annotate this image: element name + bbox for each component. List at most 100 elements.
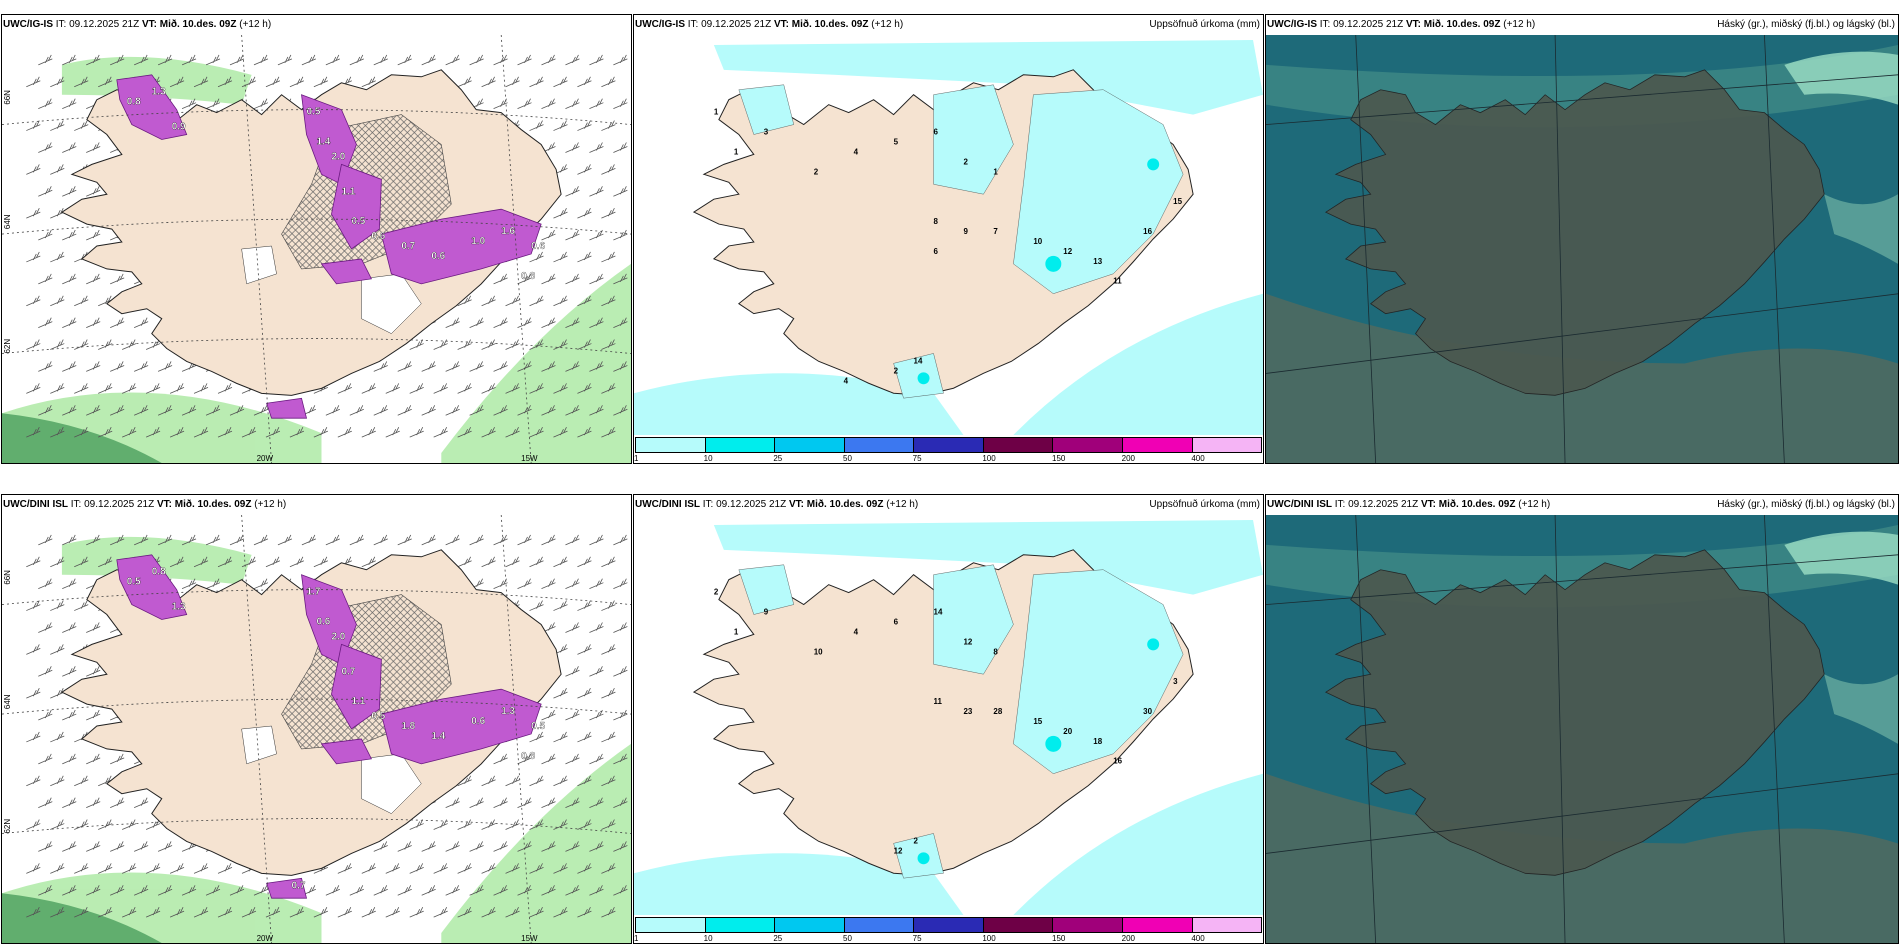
colorbar: 1 10 25 50 75 100 150 200 400 [634,915,1263,943]
colorbar-ticks: 1 10 25 50 75 100 150 200 400 [634,454,1262,463]
precip-value-label: 3 [764,128,769,137]
precip-value-label: 14 [934,608,943,617]
cloud-layers [1266,44,1898,463]
init-time: IT: 09.12.2025 21Z [1334,499,1419,510]
colorbar-tick-label: 150 [1052,934,1066,943]
lon-label: 20W [257,454,274,463]
colorbar-tick-label: 10 [703,454,713,463]
colorbar-swatch [1122,438,1193,452]
colorbar-swatch [636,918,706,932]
snow-value-label: 1.4 [317,137,331,148]
precip-value-label: 13 [1093,257,1102,266]
snow-value-label: 2.0 [331,631,345,642]
colorbar-swatch [636,438,706,452]
snow-value-label: 0.6 [431,251,445,262]
precip-value-label: 16 [1143,227,1152,236]
snow-value-label: 0.5 [307,107,321,118]
precip-value-label: 7 [993,227,998,236]
model-name: UWC/DINI ISL [1267,499,1332,510]
model-name: UWC/IG-IS [635,19,685,30]
colorbar-tick-label: 75 [912,454,922,463]
colorbar-swatch [1192,918,1262,932]
snow-value-label: 0.7 [341,666,355,677]
precip-heavy [917,158,1160,385]
valid-time-label: VT: [156,499,172,510]
valid-time-label: VT: [773,19,789,30]
precip-value-label: 2 [894,366,899,375]
precip-value-label: 6 [934,128,939,137]
colorbar-swatch [1053,918,1123,932]
lon-label: 15W [521,454,538,463]
snow-value-label: 0.5 [127,577,141,588]
axis-labels: 66N 64N 62N 20W 15W [3,90,538,463]
precip-value-label: 16 [1113,757,1122,766]
panel-variable: Háský (gr.), miðský (fj.bl.) og lágský (… [1717,19,1895,30]
valid-time-label: VT: [141,19,157,30]
precip-value-label: 1 [734,627,739,636]
colorbar: 1 10 25 50 75 100 150 200 400 [634,435,1263,463]
clear-patches [241,245,422,334]
precip-value-label: 15 [1173,197,1182,206]
cloud-map[interactable] [1266,35,1898,463]
init-time: IT: 09.12.2025 21Z [70,499,155,510]
colorbar-tick-label: 25 [773,454,783,463]
precip-value-label: 11 [934,697,943,706]
lead-time: (+12 h) [886,499,919,510]
wind-map[interactable]: 0.8 1.3 0.9 0.5 1.4 2.0 1.1 0.5 0.6 0.7 0.6 1.0 1.6 0… [2,35,631,463]
colorbar-tick-label: 400 [1191,934,1205,943]
precip-value-label: 15 [1033,717,1042,726]
colorbar-swatch [844,918,915,932]
precip-value-label: 12 [963,637,972,646]
precip-value-label: 2 [714,588,719,597]
snow-value-label: 0.9 [172,122,186,133]
valid-time: Mið. 10.des. 09Z [1438,499,1516,510]
precip-value-label: 20 [1063,727,1072,736]
precip-value-label: 9 [764,608,769,617]
snow-value-label: 0.6 [531,241,545,252]
snow-areas [116,554,542,899]
panel-title: UWC/IG-IS IT: 09.12.2025 21Z VT: Mið. 10… [634,15,1263,35]
panel-variable: Uppsöfnuð úrkoma (mm) [1149,19,1260,30]
value-labels: 0.8 1.3 0.9 0.5 1.42.0 1.1 0.5 0.6 0.7 0.6 1.0 1.6 0… [127,87,546,282]
lat-label: 62N [3,339,12,354]
snow-value-label: 2.0 [331,151,345,162]
panel-variable: Háský (gr.), miðský (fj.bl.) og lágský (… [1717,499,1895,510]
colorbar-swatch [1192,438,1262,452]
panel-title: UWC/DINI ISL IT: 09.12.2025 21Z VT: Mið.… [2,495,631,515]
axis-labels: 66N 64N 62N 20W 15W [3,570,538,943]
graticule [2,35,631,463]
precip-value-label: 5 [894,137,899,146]
valid-time-label: VT: [1405,19,1421,30]
graticule [2,515,631,943]
snow-value-label: 0.7 [401,241,415,252]
snow-value-label: 1.8 [401,721,415,732]
snow-value-label: 1.1 [351,696,365,707]
panel-variable: Uppsöfnuð úrkoma (mm) [1149,499,1260,510]
panel-cloud-bottom: UWC/DINI ISL IT: 09.12.2025 21Z VT: Mið.… [1265,494,1899,944]
colorbar-tick-label: 50 [843,934,852,943]
wind-map[interactable]: 0.5 0.8 1.3 1.7 0.6 2.0 0.7 1.1 0.5 1.8 1.4 0.6 1.3 0… [2,515,631,943]
precip-value-label: 6 [894,617,899,626]
precip-value-label: 1 [734,147,739,156]
precip-value-label: 8 [993,647,998,656]
init-time: IT: 09.12.2025 21Z [702,499,787,510]
precip-map[interactable]: 1 1 3 2 4 5 6 2 1 8 9 7 10 12 13 11 16 15 14 2 4 6 [634,35,1263,435]
valid-time: Mið. 10.des. 09Z [791,19,869,30]
precip-map[interactable]: 2 1 9 10 4 6 14 12 8 11 23 28 15 20 18 16 30 3 2 12 [634,515,1263,915]
colorbar-tick-label: 1 [634,934,639,943]
colorbar-swatch [914,438,984,452]
valid-time-label: VT: [788,499,804,510]
model-name: UWC/IG-IS [3,19,53,30]
lat-label: 62N [3,819,12,834]
lead-time: (+12 h) [1518,499,1551,510]
lat-label: 66N [3,90,12,105]
cloud-map[interactable] [1266,515,1898,943]
precip-value-label: 10 [1033,237,1042,246]
colorbar-tick-label: 75 [912,934,922,943]
panel-title: UWC/IG-IS IT: 09.12.2025 21Z VT: Mið. 10… [2,15,631,35]
precip-value-label: 30 [1143,707,1152,716]
panel-cloud-top: UWC/IG-IS IT: 09.12.2025 21Z VT: Mið. 10… [1265,14,1899,464]
colorbar-tick-label: 50 [843,454,852,463]
valid-time: Mið. 10.des. 09Z [1423,19,1501,30]
